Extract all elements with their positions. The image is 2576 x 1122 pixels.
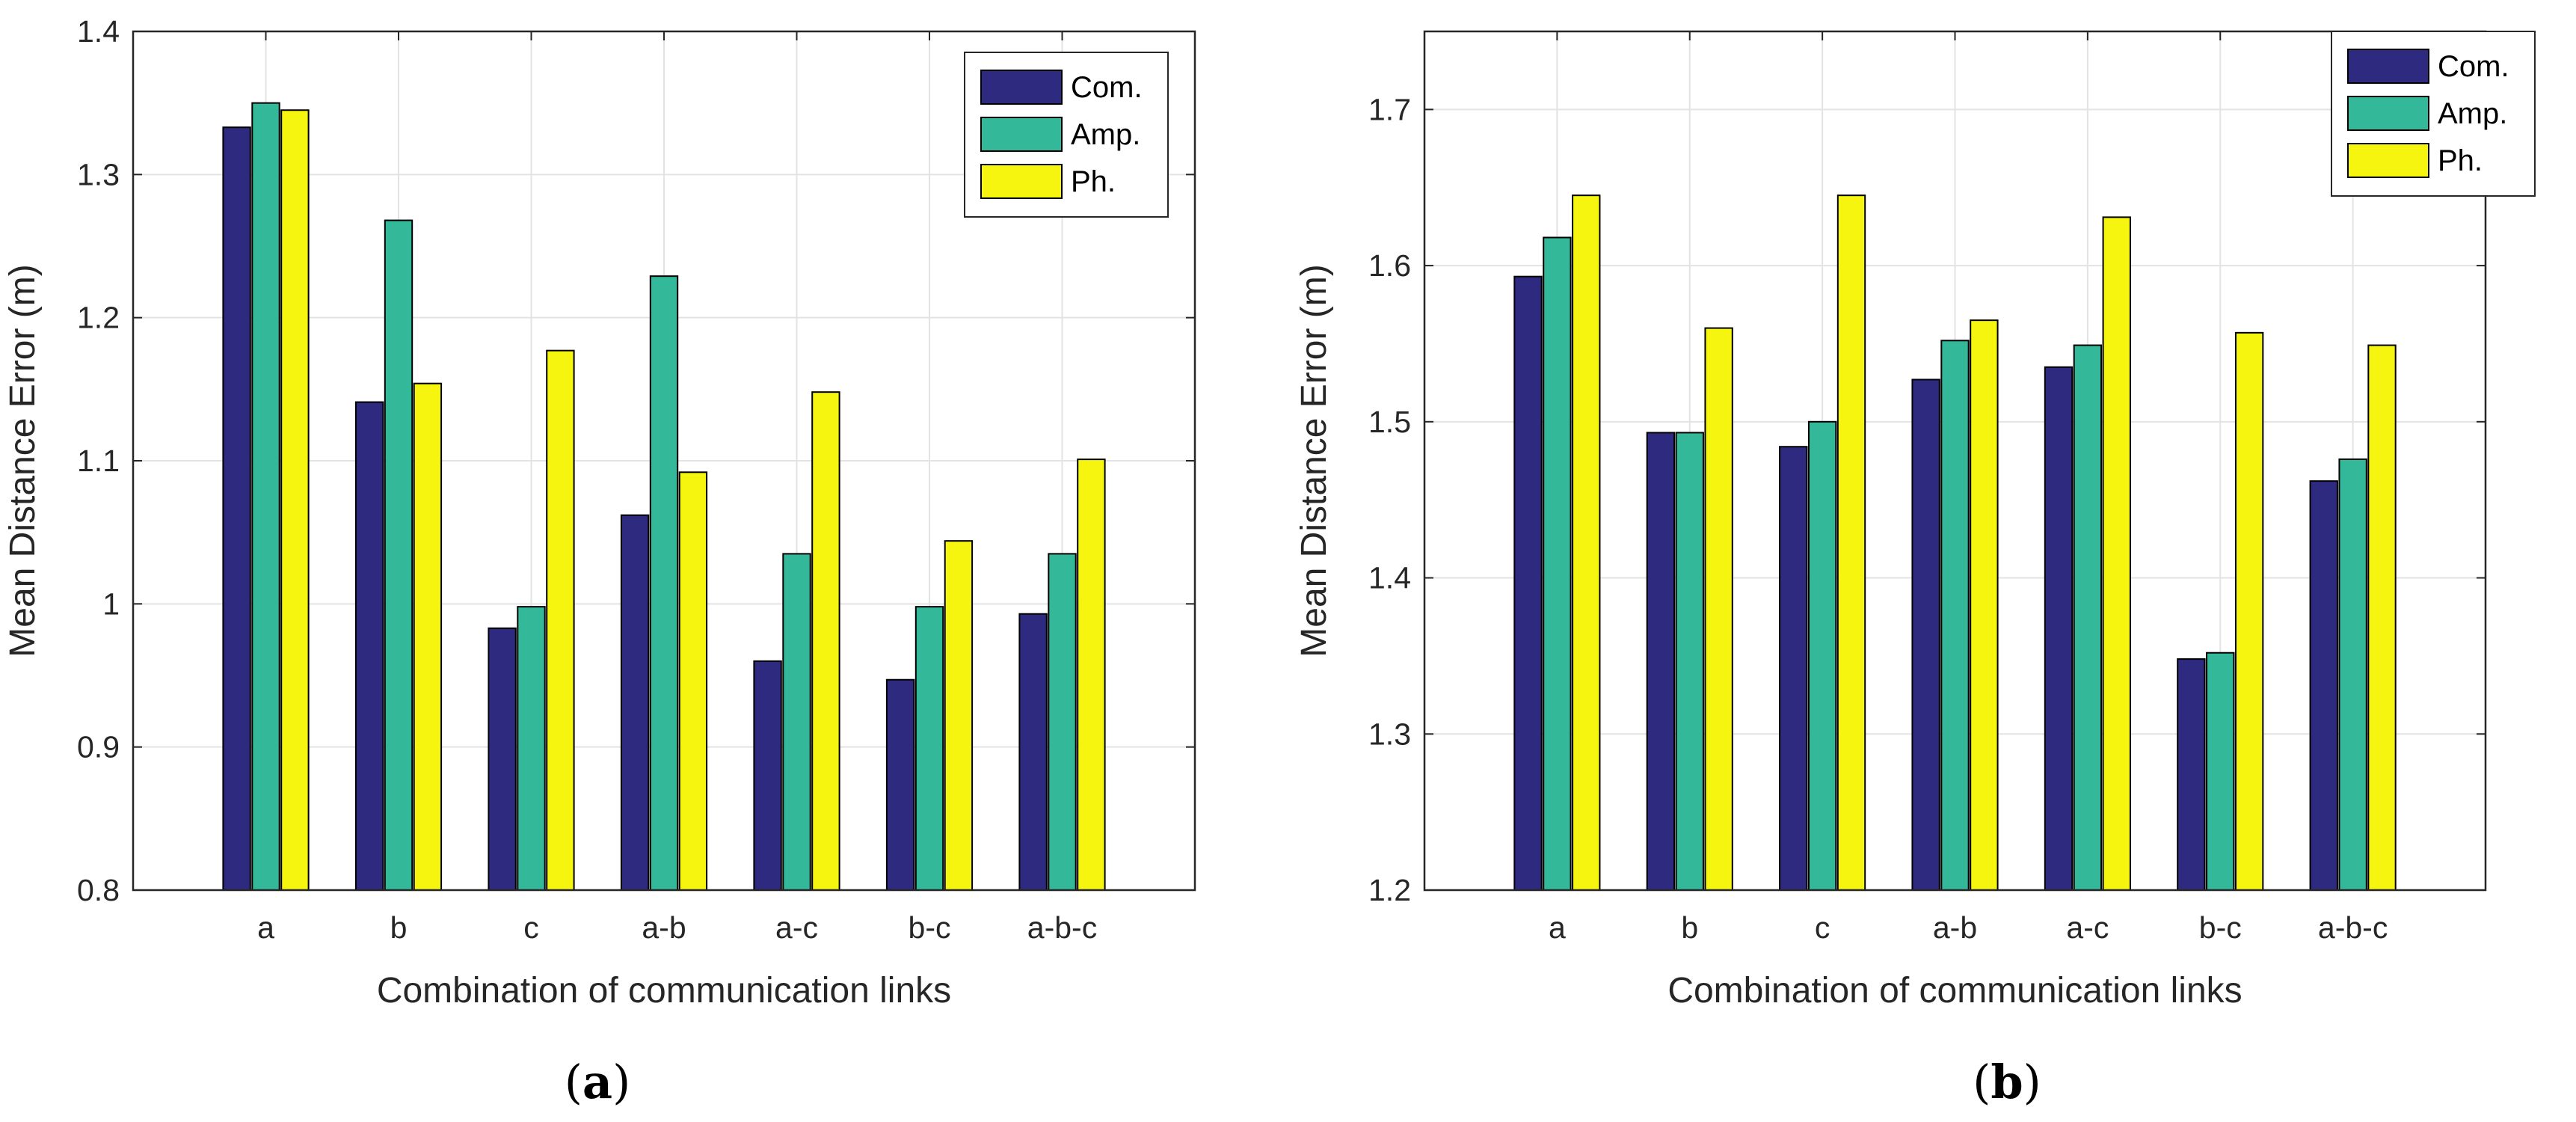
axes-box [132, 30, 1196, 892]
x-tick-label: c [523, 910, 539, 945]
y-tick-label: 1.5 [1368, 405, 1411, 439]
bar-amp-a-b-c [1048, 553, 1077, 891]
bar-amp-a-b-c [2338, 458, 2367, 891]
x-tick-label: a [257, 910, 274, 945]
bar-ph-a [280, 109, 310, 892]
bar-ph-b [413, 382, 443, 891]
legend-swatch-amp [980, 117, 1063, 152]
y-tick-label: 1.1 [77, 444, 120, 478]
legend-swatch-com [980, 70, 1063, 105]
x-tick-label: a-b-c [1027, 910, 1097, 945]
bar-amp-b-c [914, 606, 944, 891]
bar-com-a-c [753, 660, 782, 891]
legend-label-com: Com. [2438, 50, 2509, 83]
bar-amp-a [1543, 236, 1572, 891]
bar-amp-b [1675, 432, 1704, 891]
legend-swatch-amp [2347, 96, 2429, 131]
panel-label-a: (a) [564, 1055, 631, 1109]
bar-amp-b-c [2206, 652, 2235, 891]
x-tick-label: a-b [642, 910, 686, 945]
bar-ph-a-c [811, 391, 840, 891]
bar-com-b-c [2177, 658, 2206, 891]
bar-com-b [354, 401, 384, 891]
bar-com-a [222, 126, 251, 891]
legend-label-amp: Amp. [2438, 97, 2507, 130]
bar-com-b [1646, 432, 1676, 891]
bar-com-a-b [1911, 378, 1940, 892]
bar-com-b-c [885, 678, 915, 891]
bar-amp-a-c [782, 553, 811, 891]
x-tick-label: b [390, 910, 408, 945]
x-tick-label: b-c [2199, 910, 2242, 945]
chart-panel-a: 0.8 0.9 1 1.1 1.2 1.3 1.4 a b c a-b a-c b-c a-b-c Comb… [3, 14, 1196, 1011]
x-tick-label: a [1549, 910, 1566, 945]
bar-amp-c [1807, 420, 1837, 891]
legend-label-amp: Amp. [1071, 118, 1140, 151]
bar-com-a-b-c [2309, 480, 2338, 891]
legend-label-ph: Ph. [1071, 165, 1116, 198]
bar-com-a-b-c [1018, 613, 1048, 892]
x-tick-label: a-b-c [2318, 910, 2388, 945]
bar-amp-c [517, 606, 546, 891]
bar-com-c [1779, 446, 1808, 891]
y-tick-label: 1.4 [77, 14, 120, 49]
bar-com-a [1513, 275, 1543, 891]
bar-com-c [488, 627, 517, 891]
bar-ph-a-b [678, 471, 708, 891]
y-tick-label: 1.6 [1368, 248, 1411, 283]
y-tick-label: 1.7 [1368, 92, 1411, 126]
bar-ph-b-c [944, 540, 974, 891]
bar-ph-a-b-c [2367, 344, 2397, 891]
bar-ph-a [1572, 194, 1601, 891]
bar-ph-c [546, 349, 575, 891]
x-tick-label: a-c [775, 910, 818, 945]
x-tick-label: c [1815, 910, 1830, 945]
y-tick-label: 0.9 [77, 730, 120, 764]
legend-swatch-ph [980, 164, 1063, 199]
bar-ph-a-b-c [1077, 459, 1106, 891]
y-tick-label: 1 [102, 586, 120, 621]
y-tick-label: 0.8 [77, 873, 120, 907]
bar-ph-b [1704, 327, 1733, 891]
y-tick-label: 1.4 [1368, 561, 1411, 595]
bar-ph-b-c [2234, 331, 2264, 891]
x-axis-label: Combination of communication links [1667, 971, 2242, 1011]
bar-amp-a-b [649, 275, 679, 891]
bar-amp-a-b [1940, 340, 1970, 891]
y-tick-label: 1.2 [77, 301, 120, 335]
axes-box [1423, 30, 2487, 892]
y-axis-label: Mean Distance Error (m) [1294, 264, 1334, 657]
bar-ph-c [1836, 194, 1866, 891]
x-tick-label: b [1681, 910, 1698, 945]
x-tick-label: b-c [909, 910, 951, 945]
legend-label-com: Com. [1071, 71, 1143, 104]
y-axis-label: Mean Distance Error (m) [3, 264, 43, 657]
legend-label-ph: Ph. [2438, 144, 2483, 177]
bar-ph-a-b [1970, 319, 1999, 891]
y-tick-label: 1.2 [1368, 873, 1411, 907]
bar-amp-a [251, 102, 280, 892]
chart-panel-b: 1.2 1.3 1.4 1.5 1.6 1.7 a b c a-b a-c b-c a-b-c Combi… [1294, 30, 2536, 1011]
y-tick-label: 1.3 [77, 157, 120, 191]
bar-amp-b [384, 219, 414, 891]
x-tick-label: a-c [2066, 910, 2109, 945]
bar-com-a-c [2044, 366, 2074, 892]
legend-swatch-ph [2347, 143, 2429, 178]
bar-ph-a-c [2102, 216, 2131, 892]
bar-com-a-b [620, 514, 650, 891]
panel-label-b: (b) [1973, 1055, 2041, 1109]
y-tick-label: 1.3 [1368, 717, 1411, 751]
x-axis-label: Combination of communication links [377, 971, 951, 1011]
bar-amp-a-c [2073, 344, 2103, 891]
x-tick-label: a-b [1933, 910, 1977, 945]
legend-swatch-com [2347, 49, 2429, 84]
